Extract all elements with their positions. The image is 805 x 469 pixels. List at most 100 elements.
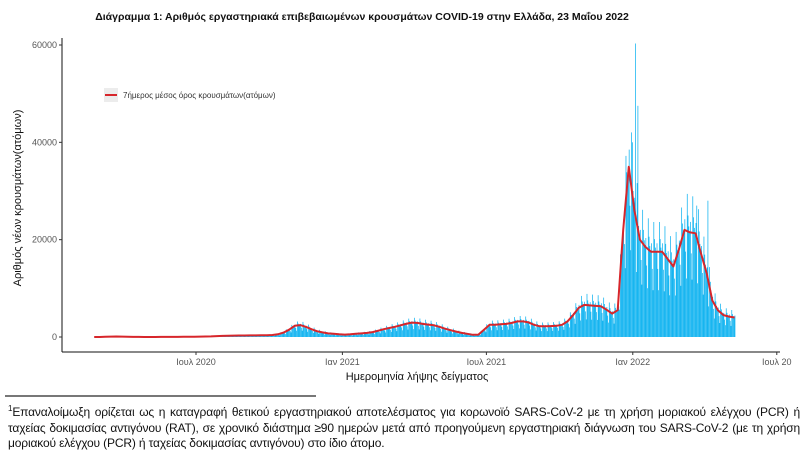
daily-case-bar (717, 307, 719, 337)
daily-case-bar (332, 333, 334, 337)
daily-case-bar (721, 312, 723, 337)
daily-case-bar (538, 325, 539, 337)
daily-case-bar (503, 322, 505, 337)
footnote-text: Επαναλοίμωξη ορίζεται ως η καταγραφή θετ… (8, 405, 800, 450)
daily-case-bar (684, 219, 686, 337)
daily-case-bar (481, 331, 483, 337)
daily-case-bar (473, 335, 475, 337)
daily-case-bar (385, 332, 387, 337)
daily-case-bar (490, 327, 492, 337)
daily-case-bar (609, 308, 611, 337)
daily-case-bar (625, 155, 627, 337)
daily-case-bar (277, 334, 278, 337)
daily-case-bar (360, 333, 362, 337)
daily-case-bar (705, 271, 707, 337)
x-tick-label: Ιουλ 20 (762, 357, 791, 367)
daily-case-bar (604, 307, 606, 337)
daily-case-bar (407, 329, 409, 337)
daily-case-bar (317, 332, 319, 337)
daily-case-bar (275, 334, 277, 337)
y-axis-label: Αριθμός νέων κρουσμάτων(ατόμων) (12, 110, 24, 287)
daily-case-bar (554, 325, 556, 337)
daily-case-bar (561, 325, 562, 337)
daily-case-bar (535, 330, 537, 337)
daily-case-bar (663, 269, 664, 337)
daily-case-bar (631, 132, 632, 337)
daily-case-bar (727, 315, 729, 337)
daily-case-bar (343, 334, 345, 337)
daily-case-bar (600, 303, 602, 337)
daily-case-bar (710, 290, 712, 337)
daily-case-bar (596, 312, 597, 337)
daily-case-bar (285, 329, 287, 337)
daily-case-bar (633, 204, 635, 337)
daily-case-bar (624, 268, 626, 337)
daily-case-bar (545, 325, 546, 337)
daily-case-bar (601, 312, 603, 337)
daily-case-bar (511, 323, 512, 337)
daily-case-bar (581, 301, 583, 337)
daily-case-bar (678, 251, 679, 337)
daily-case-bar (495, 323, 496, 337)
daily-case-bar (631, 142, 633, 337)
daily-case-bar (542, 322, 543, 337)
daily-case-bar (585, 319, 587, 337)
daily-case-bar (307, 331, 309, 337)
daily-case-bar (699, 243, 701, 337)
daily-case-bar (590, 311, 592, 337)
daily-case-bar (428, 323, 430, 337)
daily-case-bar (614, 303, 616, 337)
daily-case-bar (351, 334, 352, 337)
daily-case-bar (454, 330, 456, 337)
daily-case-bar (377, 330, 379, 337)
daily-case-bar (693, 217, 694, 337)
daily-case-bar (467, 333, 468, 337)
daily-case-bar (301, 330, 303, 337)
daily-case-bar (293, 326, 294, 337)
daily-case-bar (240, 336, 242, 337)
daily-case-bar (336, 333, 338, 337)
daily-case-bar (525, 316, 527, 337)
daily-case-bar (339, 334, 340, 337)
daily-case-bar (288, 330, 289, 337)
daily-case-bar (319, 329, 321, 337)
daily-case-bar (436, 322, 437, 337)
daily-case-bar (267, 335, 269, 337)
daily-case-bar (367, 332, 368, 337)
daily-case-bar (721, 309, 722, 337)
daily-case-bar (674, 278, 675, 337)
daily-case-bar (485, 332, 487, 337)
daily-case-bar (578, 304, 580, 337)
daily-case-bar (329, 335, 331, 337)
daily-case-bar (516, 321, 518, 337)
daily-case-bar (647, 218, 649, 337)
daily-case-bar (628, 149, 630, 337)
daily-case-bar (718, 316, 720, 337)
daily-case-bar (276, 334, 278, 337)
daily-case-bar (501, 326, 503, 337)
daily-case-bar (503, 319, 504, 337)
daily-case-bar (234, 336, 236, 337)
daily-case-bar (702, 273, 703, 337)
daily-case-bar (306, 329, 308, 337)
daily-case-bar (522, 321, 523, 337)
y-tick-label: 0 (52, 332, 57, 342)
daily-case-bar (538, 326, 540, 337)
daily-case-bar (439, 325, 441, 337)
daily-case-bar (505, 323, 507, 337)
daily-case-bar (484, 330, 486, 337)
daily-case-bar (510, 322, 511, 337)
daily-case-bar (371, 332, 373, 337)
daily-case-bar (698, 209, 699, 337)
daily-case-bar (723, 312, 725, 337)
footnote-marker: 1 (8, 404, 13, 413)
daily-case-bar (488, 325, 490, 337)
x-axis-label: Ημερομηνία λήψης δείγματος (346, 371, 489, 383)
daily-case-bar (419, 318, 421, 337)
daily-case-bar (278, 334, 280, 337)
daily-case-bar (677, 250, 679, 337)
daily-case-bar (343, 334, 344, 337)
daily-case-bar (632, 191, 634, 337)
daily-case-bar (312, 333, 314, 337)
daily-case-bar (666, 253, 667, 337)
